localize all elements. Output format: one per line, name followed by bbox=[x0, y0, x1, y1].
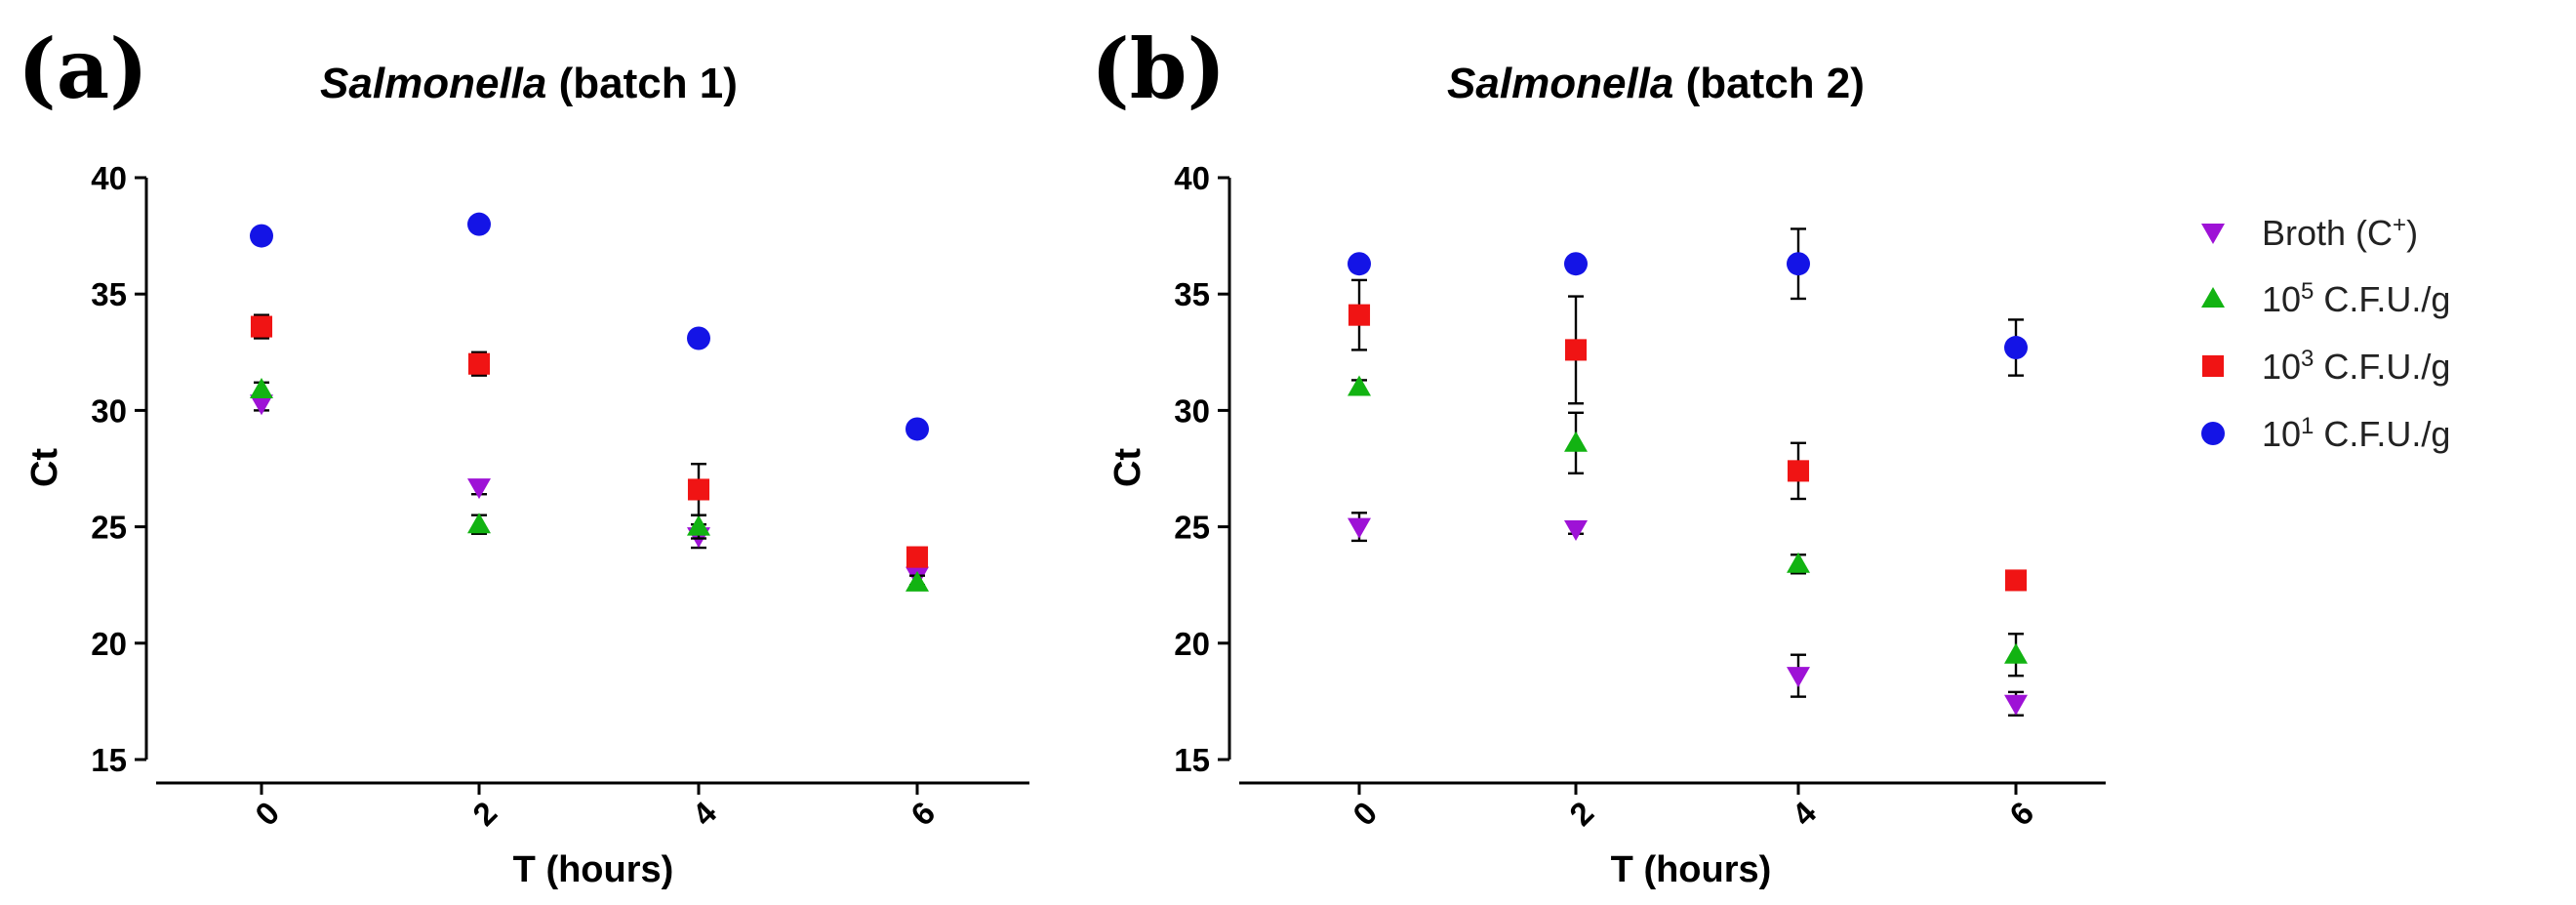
panel-a-point-broth bbox=[467, 478, 491, 500]
panel-b-point-cfu3 bbox=[2004, 569, 2028, 592]
legend-label-cfu3: 103 C.F.U./g bbox=[2262, 346, 2450, 388]
panel-b-ylabel: Ct bbox=[1107, 448, 1148, 487]
panel-a-y-tick-label: 30 bbox=[91, 392, 127, 429]
panel-b-point-cfu5 bbox=[1348, 375, 1371, 396]
panel-a-xlabel: T (hours) bbox=[513, 849, 674, 890]
panel-b-x-tick-label: 0 bbox=[1346, 795, 1384, 833]
panel-b-point-cfu1 bbox=[1348, 252, 1371, 276]
panel-b-y-tick-label: 15 bbox=[1174, 742, 1210, 778]
legend-label-cfu5: 105 C.F.U./g bbox=[2262, 278, 2450, 320]
panel-a-point-broth bbox=[250, 394, 273, 416]
panel-b-point-broth bbox=[1348, 517, 1371, 539]
panel-a-label: (a) bbox=[18, 21, 148, 117]
legend-marker-cfu1 bbox=[2201, 422, 2225, 445]
panel-a-x-tick-label: 6 bbox=[904, 795, 942, 833]
panel-b-point-cfu1 bbox=[2004, 336, 2028, 360]
panel-b-xlabel: T (hours) bbox=[1611, 849, 1772, 890]
panel-b-title-italic: Salmonella bbox=[1447, 60, 1673, 107]
panel-b-point-cfu5 bbox=[1564, 431, 1588, 452]
panel-b-point-cfu5 bbox=[1787, 552, 1810, 573]
legend-marker-cfu5 bbox=[2201, 287, 2225, 308]
panel-a-title: Salmonella (batch 1) bbox=[320, 60, 738, 107]
panel-b-y-tick-label: 25 bbox=[1174, 510, 1210, 546]
panel-a-title-rest: (batch 1) bbox=[546, 60, 738, 107]
panel-b-point-cfu3 bbox=[1348, 304, 1371, 326]
panel-a-y-tick-label: 25 bbox=[91, 510, 127, 546]
panel-a-y-tick-label: 20 bbox=[91, 626, 127, 662]
panel-a-point-cfu1 bbox=[250, 224, 273, 248]
panel-b-point-cfu3 bbox=[1564, 339, 1588, 361]
panel-b-x-tick-label: 2 bbox=[1562, 795, 1600, 833]
panel-a-point-cfu3 bbox=[467, 352, 491, 375]
panel-b-point-broth bbox=[2004, 694, 2028, 716]
legend-marker-broth bbox=[2201, 224, 2225, 244]
panel-a-point-cfu1 bbox=[906, 417, 929, 441]
panel-a-x-tick-label: 2 bbox=[465, 795, 503, 833]
panel-a-point-cfu5 bbox=[467, 513, 491, 534]
panel-a-ylabel: Ct bbox=[24, 448, 65, 487]
panel-a-point-cfu3 bbox=[906, 546, 929, 568]
panel-b-point-cfu5 bbox=[2004, 642, 2028, 664]
panel-b-point-cfu1 bbox=[1564, 252, 1588, 276]
panel-a-point-cfu3 bbox=[250, 315, 273, 338]
panel-b-x-tick-label: 6 bbox=[2002, 795, 2040, 833]
panel-b-point-broth bbox=[1564, 519, 1588, 541]
legend-label-broth: Broth (C+) bbox=[2262, 212, 2418, 254]
panel-b-label: (b) bbox=[1091, 21, 1226, 117]
panel-b-point-broth bbox=[1787, 667, 1810, 688]
panel-a-point-cfu5 bbox=[250, 377, 273, 398]
panel-a-x-tick-label: 4 bbox=[685, 794, 724, 833]
legend: Broth (C+) 105 C.F.U./g 103 C.F.U./g 101 C.… bbox=[2201, 212, 2450, 455]
panel-a-x-tick-label: 0 bbox=[248, 795, 286, 833]
panel-b-point-cfu3 bbox=[1787, 460, 1810, 482]
legend-marker-cfu3 bbox=[2201, 354, 2225, 378]
legend-label-cfu1: 101 C.F.U./g bbox=[2262, 413, 2450, 455]
panel-a-point-cfu5 bbox=[687, 514, 710, 536]
panel-b-x-tick-label: 4 bbox=[1785, 794, 1824, 833]
panel-a-point-cfu5 bbox=[906, 570, 929, 592]
panel-a-point-cfu1 bbox=[467, 212, 491, 236]
panel-a-y-tick-label: 15 bbox=[91, 742, 127, 778]
panel-a-title-italic: Salmonella bbox=[320, 60, 546, 107]
panel-a-point-cfu1 bbox=[687, 326, 710, 350]
panel-a-y-tick-label: 35 bbox=[91, 276, 127, 312]
panel-b-point-cfu1 bbox=[1787, 252, 1810, 276]
panel-b-y-tick-label: 30 bbox=[1174, 392, 1210, 429]
panel-b-y-tick-label: 35 bbox=[1174, 276, 1210, 312]
panel-a-point-cfu3 bbox=[687, 478, 710, 501]
panel-b-y-tick-label: 40 bbox=[1174, 160, 1210, 196]
panel-b-title: Salmonella (batch 2) bbox=[1447, 60, 1865, 107]
panel-a-y-tick-label: 40 bbox=[91, 160, 127, 196]
panel-a-plot: 15 20 25 30 35 40 0 2 4 6 bbox=[91, 160, 1029, 833]
panel-b-y-tick-label: 20 bbox=[1174, 626, 1210, 662]
panel-b-plot: 15 20 25 30 35 40 0 2 4 6 bbox=[1174, 160, 2106, 833]
panel-b-title-rest: (batch 2) bbox=[1673, 60, 1865, 107]
